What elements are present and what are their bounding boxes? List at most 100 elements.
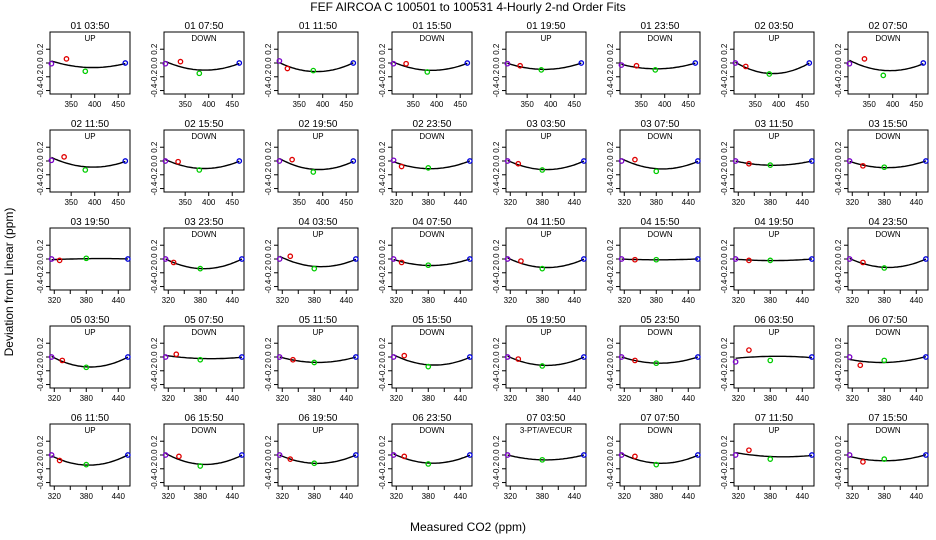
x-tick-label: 380 xyxy=(764,492,778,501)
y-tick-label: -0.2 xyxy=(492,265,501,279)
x-tick-label: 320 xyxy=(846,492,860,501)
y-tick-label: -0.4 xyxy=(492,181,501,195)
panel-direction-label: DOWN xyxy=(875,132,901,141)
y-tick-label: -0.4 xyxy=(150,83,159,97)
data-point xyxy=(732,358,739,365)
panel-title: 03 03:50 xyxy=(527,119,566,130)
fit-curve xyxy=(393,160,471,170)
panel-frame xyxy=(277,31,359,95)
y-tick-label: 0.2 xyxy=(606,239,615,251)
y-tick-label: -0.2 xyxy=(492,69,501,83)
x-tick-label: 440 xyxy=(454,296,468,305)
x-tick-label: 440 xyxy=(226,394,240,403)
y-tick-label: 0.0 xyxy=(150,253,159,265)
x-tick-label: 350 xyxy=(64,100,78,109)
y-tick-label: -0.2 xyxy=(720,461,729,475)
y-tick-label: 0.2 xyxy=(36,435,45,447)
panel-direction-label: DOWN xyxy=(191,230,217,239)
x-tick-label: 450 xyxy=(226,100,240,109)
fit-curve xyxy=(279,255,357,268)
data-point xyxy=(515,356,522,362)
y-tick-label: 0.0 xyxy=(36,253,45,265)
y-tick-label: -0.4 xyxy=(36,279,45,293)
panel: 01 03:50 UP -0.4-0.20.0 0.2 350 400 450 xyxy=(36,21,131,109)
panel-title: 02 03:50 xyxy=(755,21,794,32)
panel-direction-label: UP xyxy=(768,328,779,337)
y-tick-label: 0.0 xyxy=(150,57,159,69)
data-point xyxy=(425,461,432,467)
x-tick-label: 320 xyxy=(732,394,746,403)
panel: 05 03:50 UP -0.4-0.20.0 0.2 320 380 440 xyxy=(36,315,131,403)
x-tick-label: 380 xyxy=(308,492,322,501)
x-tick-label: 350 xyxy=(292,100,306,109)
data-point xyxy=(618,62,625,68)
y-tick-label: -0.2 xyxy=(36,265,45,279)
x-tick-label: 380 xyxy=(422,394,436,403)
y-tick-label: 0.2 xyxy=(720,435,729,447)
y-tick-label: -0.2 xyxy=(378,69,387,83)
y-tick-label: 0.2 xyxy=(378,43,387,55)
panel-title: 01 07:50 xyxy=(185,21,224,32)
x-tick-label: 440 xyxy=(568,492,582,501)
x-tick-label: 400 xyxy=(430,100,444,109)
y-tick-label: -0.2 xyxy=(834,363,843,377)
y-tick-label: -0.4 xyxy=(378,181,387,195)
panel-title: 01 15:50 xyxy=(413,21,452,32)
x-tick-label: 400 xyxy=(772,100,786,109)
x-tick-label: 440 xyxy=(112,394,126,403)
panel-direction-label: UP xyxy=(312,328,323,337)
y-tick-label: 0.2 xyxy=(606,141,615,153)
data-point xyxy=(236,60,243,66)
panel-direction-label: UP xyxy=(312,230,323,239)
panel-direction-label: DOWN xyxy=(875,34,901,43)
x-tick-label: 440 xyxy=(796,394,810,403)
y-tick-label: 0.2 xyxy=(492,435,501,447)
data-point xyxy=(923,354,929,360)
x-tick-label: 320 xyxy=(48,394,62,403)
y-tick-label: 0.2 xyxy=(378,239,387,251)
fit-curve xyxy=(393,453,471,464)
data-point xyxy=(923,452,929,458)
panel-direction-label: UP xyxy=(540,34,551,43)
panel-direction-label: DOWN xyxy=(191,426,217,435)
x-tick-label: 440 xyxy=(910,198,924,207)
panel-title: 01 03:50 xyxy=(71,21,110,32)
fit-curve xyxy=(279,454,357,465)
y-tick-label: 0.2 xyxy=(492,239,501,251)
panel: 03 07:50 DOWN -0.4-0.20.0 0.2 320 380 440 xyxy=(606,119,701,207)
x-tick-label: 440 xyxy=(910,296,924,305)
x-tick-label: 380 xyxy=(650,198,664,207)
y-tick-label: 0.0 xyxy=(606,449,615,461)
panel-direction-label: UP xyxy=(540,230,551,239)
data-point xyxy=(403,60,409,67)
y-tick-label: -0.4 xyxy=(378,83,387,97)
panel-title: 07 07:50 xyxy=(641,413,680,424)
fit-curve xyxy=(849,454,927,462)
x-tick-label: 350 xyxy=(520,100,534,109)
data-point xyxy=(162,452,169,458)
panel: 01 07:50 DOWN -0.4-0.20.0 0.2 350 400 450 xyxy=(150,21,245,109)
y-tick-label: 0.0 xyxy=(150,351,159,363)
panel-title: 07 15:50 xyxy=(869,413,908,424)
x-tick-label: 320 xyxy=(162,296,176,305)
x-tick-label: 380 xyxy=(650,296,664,305)
y-tick-label: -0.4 xyxy=(492,83,501,97)
data-point xyxy=(767,162,774,168)
y-tick-label: -0.4 xyxy=(36,83,45,97)
x-tick-label: 320 xyxy=(732,492,746,501)
x-tick-label: 350 xyxy=(862,100,876,109)
y-tick-label: -0.4 xyxy=(264,377,273,391)
x-tick-label: 440 xyxy=(340,394,354,403)
fit-curve xyxy=(393,354,471,366)
panel-direction-label: DOWN xyxy=(647,230,673,239)
data-point xyxy=(56,457,63,464)
x-tick-label: 450 xyxy=(682,100,696,109)
y-tick-label: -0.2 xyxy=(378,167,387,181)
x-tick-label: 320 xyxy=(390,394,404,403)
y-tick-label: 0.0 xyxy=(834,155,843,167)
y-tick-label: -0.4 xyxy=(264,475,273,489)
x-tick-label: 350 xyxy=(748,100,762,109)
y-tick-label: 0.0 xyxy=(492,57,501,69)
x-tick-label: 320 xyxy=(504,296,518,305)
panel-direction-label: UP xyxy=(768,132,779,141)
